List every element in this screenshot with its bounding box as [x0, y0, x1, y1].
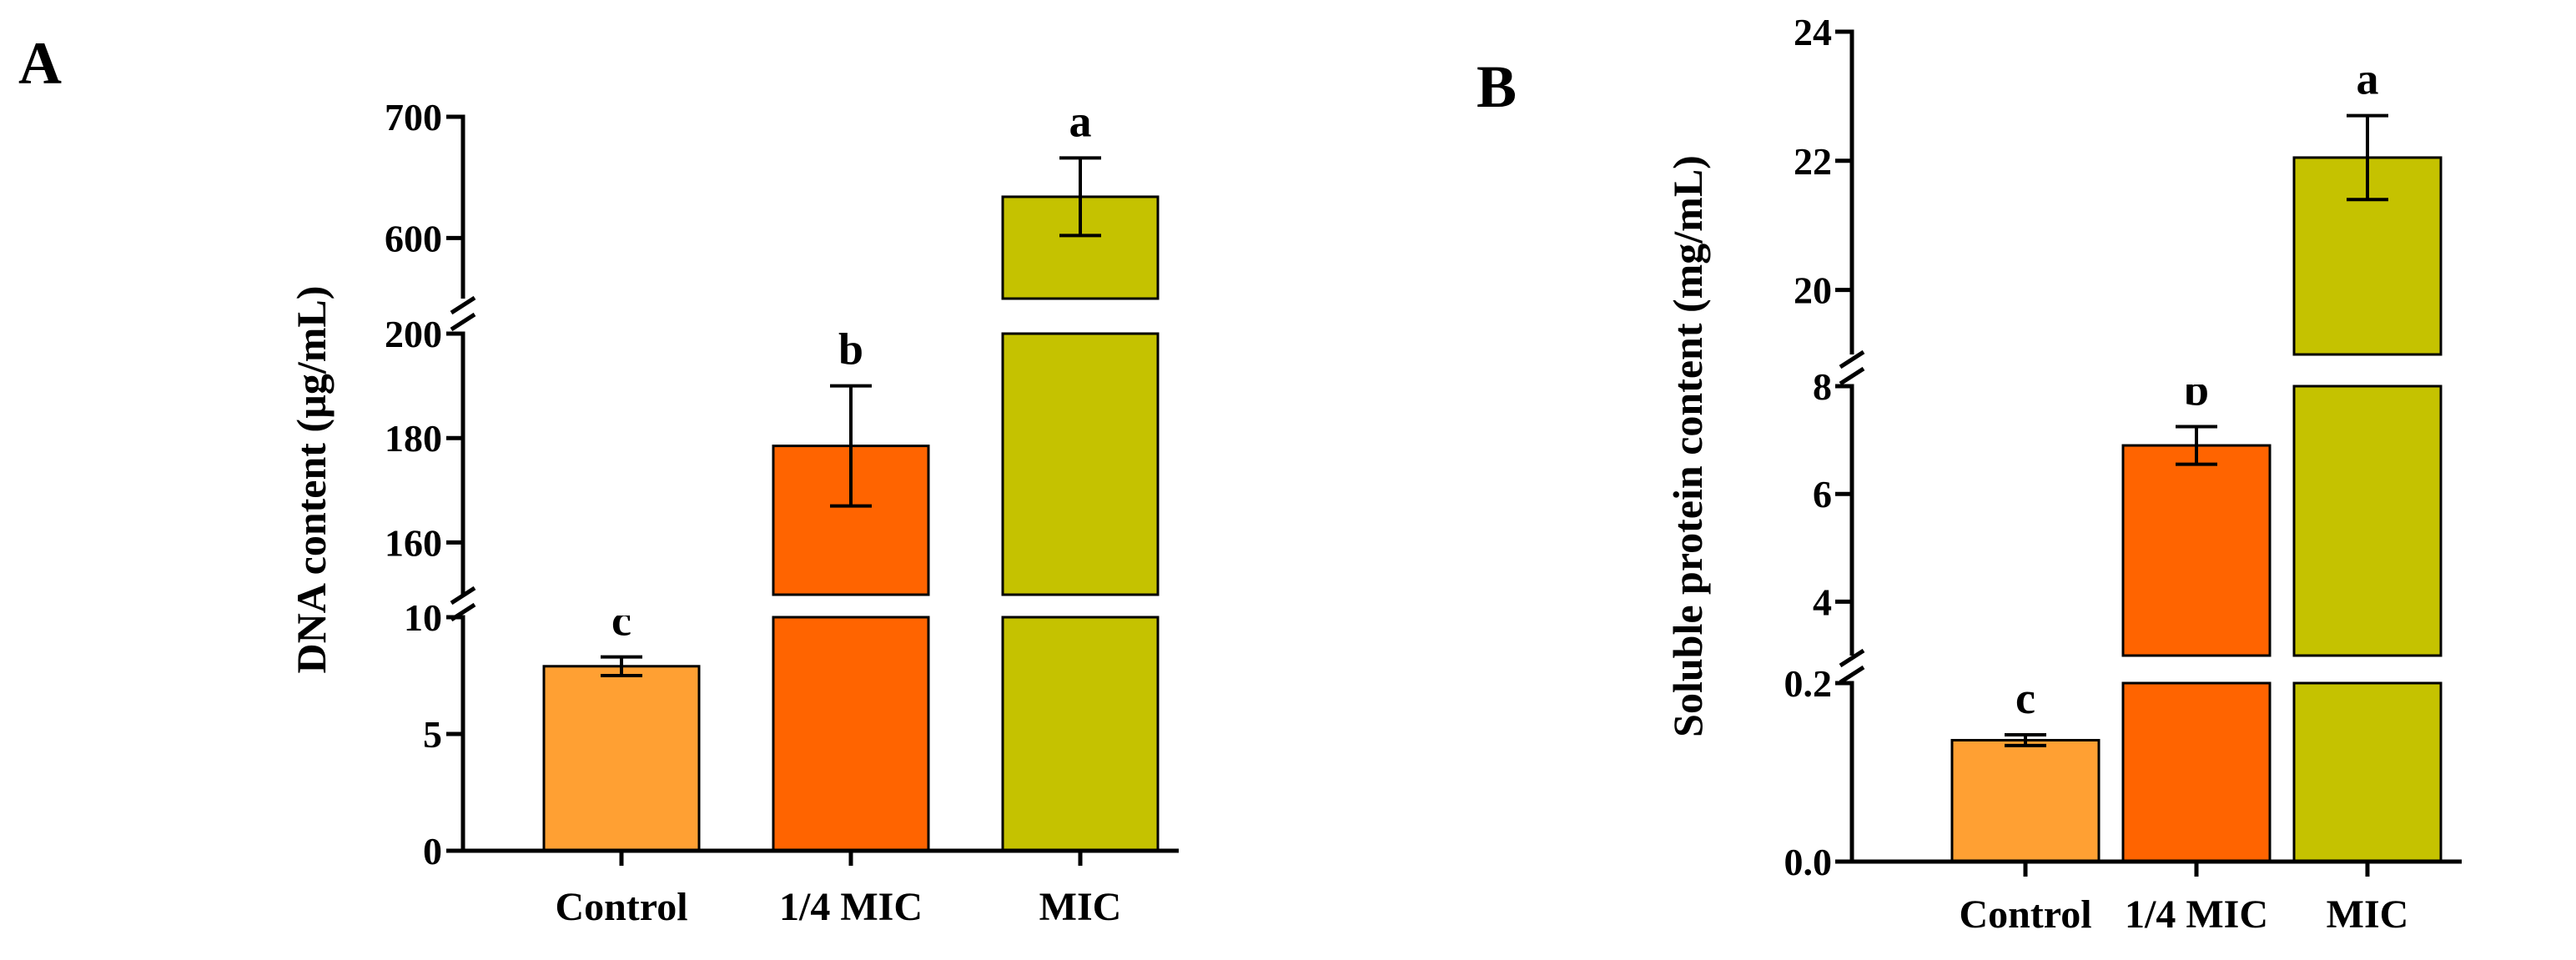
y-tick-label: 200	[385, 313, 442, 355]
y-tick-label: 0.2	[1784, 662, 1833, 705]
significance-letter: c	[2015, 673, 2035, 723]
error-bar	[2347, 113, 2388, 202]
break-gap	[1869, 657, 2449, 681]
y-axis-title: Soluble protein content (mg/mL)	[1664, 155, 1711, 737]
break-gap	[480, 596, 1166, 616]
significance-letter: a	[2357, 54, 2379, 104]
y-tick-label: 22	[1794, 140, 1832, 183]
y-tick-label: 10	[404, 596, 442, 639]
y-axis-title: DNA content (µg/mL)	[288, 286, 335, 674]
category-label: MIC	[1039, 885, 1122, 929]
panel-b: B Soluble protein content (mg/mL) c Control…	[1477, 11, 2462, 937]
axis-break-mark	[450, 295, 476, 332]
y-tick-label: 0	[423, 830, 442, 872]
y-tick-label: 0.0	[1784, 841, 1833, 883]
bar-segment	[542, 665, 701, 852]
bar-segment	[1950, 738, 2101, 863]
break-gap	[480, 300, 1166, 332]
bar-segment	[1001, 616, 1160, 852]
significance-letter: b	[838, 324, 863, 374]
error-bar	[1059, 156, 1101, 238]
y-tick-label: 700	[385, 96, 442, 138]
y-tick-label: 180	[385, 417, 442, 460]
y-tick-label: 6	[1813, 473, 1832, 515]
y-tick-label: 24	[1794, 11, 1832, 53]
panel-label: A	[18, 30, 62, 97]
category-label: Control	[1959, 892, 2091, 937]
bar-segment	[2292, 385, 2443, 657]
y-tick-label: 20	[1794, 269, 1832, 312]
y-tick-label: 4	[1813, 581, 1832, 623]
y-tick-label: 160	[385, 521, 442, 564]
bar-segment	[772, 616, 930, 852]
bar-segment	[2121, 681, 2272, 863]
bar-control	[542, 665, 701, 852]
y-tick-label: 600	[385, 217, 442, 259]
axis-break-mark	[1839, 648, 1865, 685]
category-label: MIC	[2327, 892, 2409, 937]
bar-mic	[2292, 156, 2443, 863]
error-bar	[2005, 733, 2046, 747]
bar-mic	[1001, 195, 1160, 852]
bar-segment	[1001, 332, 1160, 596]
axis-break-mark	[1839, 349, 1865, 386]
error-bar	[830, 384, 872, 508]
category-label: Control	[555, 885, 687, 929]
panel-label: B	[1477, 53, 1517, 120]
bar-segment	[2121, 444, 2272, 657]
error-bar	[2176, 425, 2217, 466]
error-bar	[601, 655, 642, 677]
bar-control	[1950, 738, 2101, 863]
category-label: 1/4 MIC	[779, 885, 923, 929]
y-tick-label: 5	[423, 713, 442, 756]
break-gap	[1869, 356, 2449, 385]
category-label: 1/4 MIC	[2125, 892, 2268, 937]
significance-letter: a	[1069, 96, 1092, 146]
bar-segment	[2292, 681, 2443, 863]
y-tick-label: 8	[1813, 365, 1832, 408]
bar-1-4-mic	[2121, 444, 2272, 863]
